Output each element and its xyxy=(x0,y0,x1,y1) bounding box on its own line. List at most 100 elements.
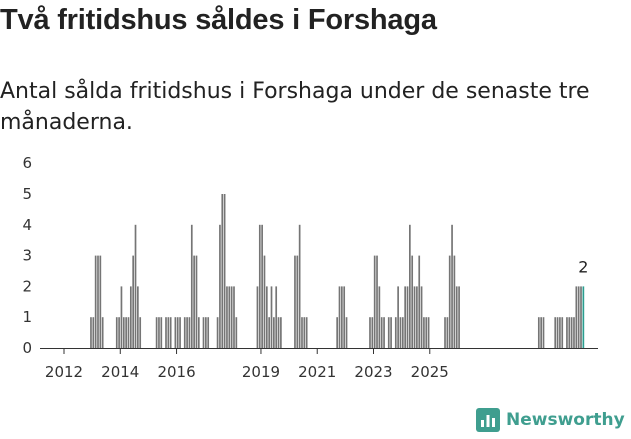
bar xyxy=(216,317,219,348)
bar xyxy=(174,317,177,348)
bar xyxy=(134,224,137,348)
y-tick-label: 6 xyxy=(22,154,32,172)
bar xyxy=(258,224,261,348)
bar xyxy=(261,224,263,348)
bar xyxy=(256,286,259,348)
x-tick-label: 2016 xyxy=(157,363,195,381)
bar xyxy=(409,224,411,348)
bar xyxy=(277,317,280,348)
bar xyxy=(425,317,428,348)
bar xyxy=(448,255,451,348)
bar xyxy=(280,317,282,348)
bar-highlight xyxy=(582,286,585,348)
bar xyxy=(207,317,210,348)
bar xyxy=(336,317,339,348)
bar xyxy=(125,317,127,348)
bar xyxy=(390,317,392,348)
bar xyxy=(397,286,399,348)
bar xyxy=(195,255,198,348)
bar xyxy=(265,286,268,348)
bar xyxy=(139,317,142,348)
brand-name: Newsworthy xyxy=(506,410,625,430)
bar xyxy=(559,317,561,348)
bar xyxy=(118,317,120,348)
bar xyxy=(420,286,423,348)
bar xyxy=(378,286,381,348)
bar xyxy=(137,286,139,348)
bar xyxy=(221,194,224,348)
bar xyxy=(537,317,540,348)
bar xyxy=(205,317,207,348)
bar xyxy=(376,255,378,348)
bar xyxy=(303,317,306,348)
bar xyxy=(188,317,191,348)
bar xyxy=(387,317,390,348)
bar xyxy=(580,286,582,348)
bar xyxy=(542,317,545,348)
bar xyxy=(97,255,99,348)
bar xyxy=(561,317,564,348)
x-tick-label: 2023 xyxy=(354,363,392,381)
bar xyxy=(294,255,296,348)
bar xyxy=(444,317,446,348)
bar xyxy=(268,317,271,348)
bar xyxy=(369,317,371,348)
bar xyxy=(270,286,273,348)
bar xyxy=(411,255,414,348)
bar xyxy=(169,317,172,348)
bar xyxy=(455,286,458,348)
bar xyxy=(446,317,449,348)
bar xyxy=(568,317,571,348)
bar xyxy=(158,317,160,348)
bar xyxy=(94,255,97,348)
y-tick-label: 4 xyxy=(22,216,32,234)
bar xyxy=(577,286,580,348)
bar xyxy=(230,286,233,348)
y-tick-label: 1 xyxy=(22,308,32,326)
bar xyxy=(183,317,186,348)
bar xyxy=(101,317,104,348)
bar xyxy=(202,317,205,348)
bar xyxy=(380,317,383,348)
bar xyxy=(115,317,118,348)
newsworthy-icon xyxy=(476,408,500,432)
bar xyxy=(305,317,308,348)
bar xyxy=(129,286,132,348)
bar xyxy=(167,317,170,348)
bar xyxy=(371,317,374,348)
bar xyxy=(179,317,181,348)
x-tick-label: 2019 xyxy=(242,363,280,381)
bar xyxy=(458,286,460,348)
bar xyxy=(127,317,130,348)
bar xyxy=(416,286,418,348)
chart-title: Två fritidshus såldes i Forshaga xyxy=(0,4,437,36)
bar xyxy=(566,317,568,348)
bar xyxy=(404,286,407,348)
bar xyxy=(418,255,421,348)
y-tick-label: 2 xyxy=(22,277,32,295)
bar xyxy=(92,317,95,348)
bar xyxy=(223,194,226,348)
bar xyxy=(406,286,409,348)
bar xyxy=(570,317,573,348)
x-tick-label: 2014 xyxy=(101,363,139,381)
x-tick-label: 2012 xyxy=(45,363,83,381)
bar xyxy=(540,317,542,348)
bar xyxy=(132,255,135,348)
bar xyxy=(120,286,123,348)
bar xyxy=(341,286,343,348)
bar xyxy=(176,317,179,348)
x-tick-label: 2025 xyxy=(411,363,449,381)
bar xyxy=(575,286,578,348)
bar xyxy=(190,224,193,348)
bar xyxy=(228,286,231,348)
bar xyxy=(373,255,376,348)
bar xyxy=(298,224,301,348)
y-tick-label: 5 xyxy=(22,185,32,203)
y-tick-label: 3 xyxy=(22,247,32,265)
highlight-data-label: 2 xyxy=(578,257,588,276)
bar xyxy=(343,286,346,348)
bar xyxy=(193,255,195,348)
bar xyxy=(296,255,299,348)
bar xyxy=(122,317,125,348)
